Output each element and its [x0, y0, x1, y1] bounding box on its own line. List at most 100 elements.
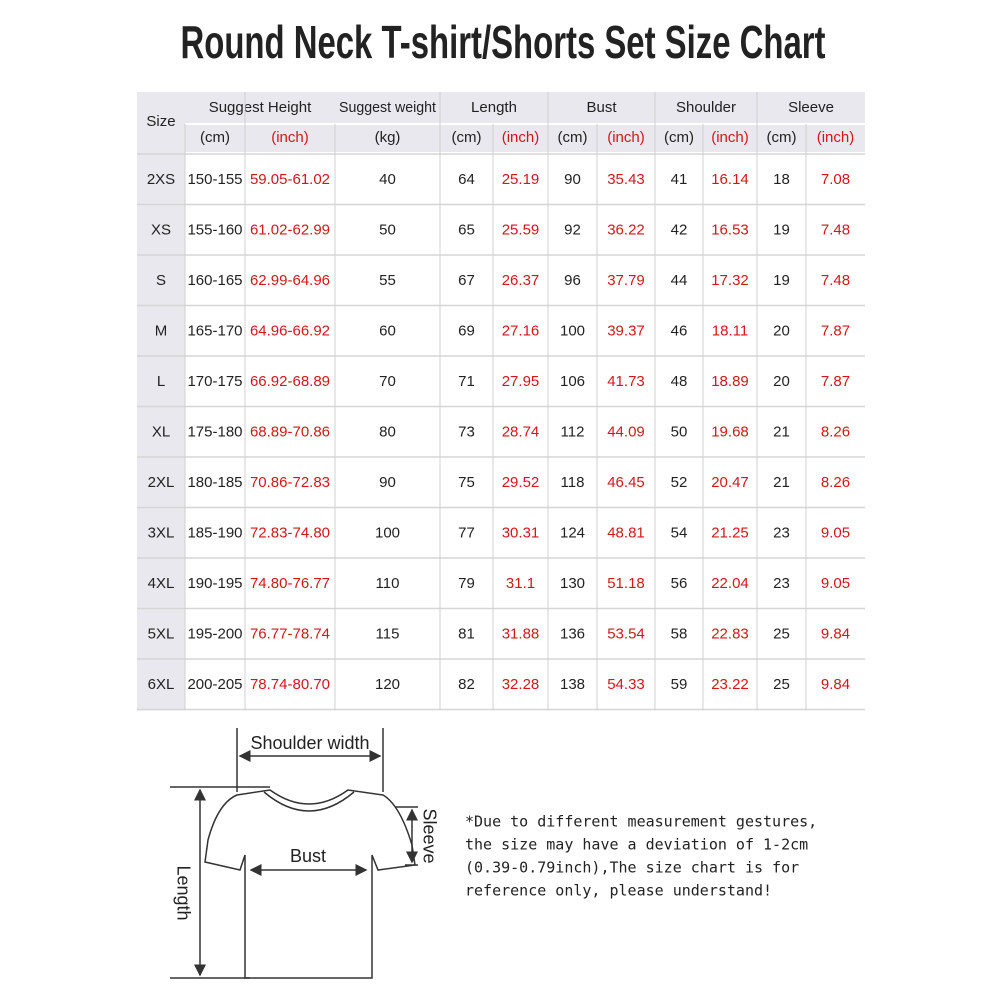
table-cell: 20: [773, 323, 790, 340]
table-cell: 29.52: [502, 474, 540, 491]
table-cell: 160-165: [187, 272, 242, 289]
table-cell: 20: [773, 373, 790, 390]
table-cell: L: [157, 373, 165, 390]
table-cell: 7.87: [821, 373, 850, 390]
table-cell: 5XL: [148, 626, 175, 643]
table-cell: 21: [773, 424, 790, 441]
table-cell: 4XL: [148, 575, 175, 592]
table-cell: 70: [379, 373, 396, 390]
table-cell: 16.53: [711, 222, 749, 239]
table-cell: 115: [376, 626, 400, 643]
table-cell: 185-190: [187, 525, 242, 542]
table-cell: 90: [379, 474, 396, 491]
table-cell: 18.11: [712, 323, 748, 340]
table-cell: 21.25: [711, 525, 749, 542]
table-cell: 35.43: [607, 171, 645, 188]
table-cell: 8.26: [821, 424, 850, 441]
table-cell: 82: [458, 676, 475, 693]
table-cell: 96: [564, 272, 581, 289]
table-cell: 48: [671, 373, 688, 390]
table-cell: 41: [671, 171, 688, 188]
table-cell: 37.79: [607, 272, 645, 289]
table-cell: 50: [379, 222, 396, 239]
table-cell: 7.48: [821, 222, 850, 239]
table-cell: 138: [560, 676, 585, 693]
header-bg: [137, 92, 865, 152]
table-cell: 40: [379, 171, 396, 188]
table-cell: 7.08: [821, 171, 850, 188]
unit-cell: (inch): [607, 129, 645, 146]
table-cell: 25.19: [502, 171, 540, 188]
table-cell: 92: [564, 222, 581, 239]
table-cell: 21: [773, 474, 790, 491]
table-cell: 2XL: [148, 474, 175, 491]
table-cell: 77: [458, 525, 475, 542]
header-cell: Suggest weight: [339, 99, 437, 116]
table-cell: S: [156, 272, 166, 289]
table-cell: 55: [379, 272, 396, 289]
table-cell: 26.37: [502, 272, 540, 289]
table-cell: 74.80-76.77: [250, 575, 330, 592]
table-cell: 53.54: [607, 626, 645, 643]
header-cell: Shoulder: [676, 99, 736, 116]
table-cell: 7.87: [821, 323, 850, 340]
table-cell: 28.74: [502, 424, 540, 441]
table-cell: 18.89: [711, 373, 749, 390]
table-cell: 44.09: [607, 424, 645, 441]
unit-cell: (kg): [375, 129, 401, 146]
table-cell: XS: [151, 222, 171, 239]
header-cell: Size: [146, 113, 175, 130]
table-cell: 155-160: [187, 222, 242, 239]
table-cell: XL: [152, 424, 170, 441]
table-cell: 46.45: [607, 474, 645, 491]
table-cell: 8.26: [821, 474, 850, 491]
tshirt-outline: [204, 789, 416, 979]
table-cell: 3XL: [148, 525, 175, 542]
table-cell: 19: [773, 222, 790, 239]
unit-cell: (cm): [664, 129, 694, 146]
table-cell: 78.74-80.70: [250, 676, 330, 693]
unit-cell: (cm): [452, 129, 482, 146]
table-cell: 23.22: [711, 676, 749, 693]
table-cell: 51.18: [607, 575, 645, 592]
collar: [263, 791, 355, 812]
table-cell: 22.04: [711, 575, 749, 592]
table-cell: 25: [773, 676, 790, 693]
table-cell: 75: [458, 474, 475, 491]
table-cell: 70.86-72.83: [250, 474, 330, 491]
table-cell: 165-170: [187, 323, 242, 340]
table-cell: 7.48: [821, 272, 850, 289]
table-cell: 27.16: [502, 323, 540, 340]
table-cell: 9.05: [821, 575, 850, 592]
table-cell: 41.73: [607, 373, 645, 390]
table-cell: 20.47: [711, 474, 749, 491]
table-cell: 80: [379, 424, 396, 441]
unit-cell: (cm): [558, 129, 588, 146]
table-cell: 100: [560, 323, 585, 340]
table-cell: 150-155: [187, 171, 242, 188]
table-cell: 54.33: [607, 676, 645, 693]
table-cell: 71: [458, 373, 475, 390]
table-cell: 112: [561, 424, 585, 441]
table-cell: 64.96-66.92: [250, 323, 330, 340]
bust-label: Bust: [290, 846, 326, 866]
table-cell: 32.28: [502, 676, 540, 693]
note: *Due to different measurement gestures, t…: [465, 813, 817, 900]
table-cell: 31.1: [506, 575, 535, 592]
table-cell: 39.37: [607, 323, 645, 340]
table-cell: 76.77-78.74: [250, 626, 330, 643]
table-cell: 136: [560, 626, 585, 643]
table-cell: 120: [375, 676, 400, 693]
table-cell: 18: [773, 171, 790, 188]
table-cell: 118: [561, 474, 585, 491]
note-line: the size may have a deviation of 1-2cm: [465, 836, 808, 854]
table-cell: 65: [458, 222, 475, 239]
table-cell: 25: [773, 626, 790, 643]
table-cell: 100: [375, 525, 400, 542]
table-cell: 190-195: [187, 575, 242, 592]
table-cell: 46: [671, 323, 688, 340]
table-cell: 69: [458, 323, 475, 340]
header-cell: Sleeve: [788, 99, 834, 116]
table-cell: 59: [671, 676, 688, 693]
